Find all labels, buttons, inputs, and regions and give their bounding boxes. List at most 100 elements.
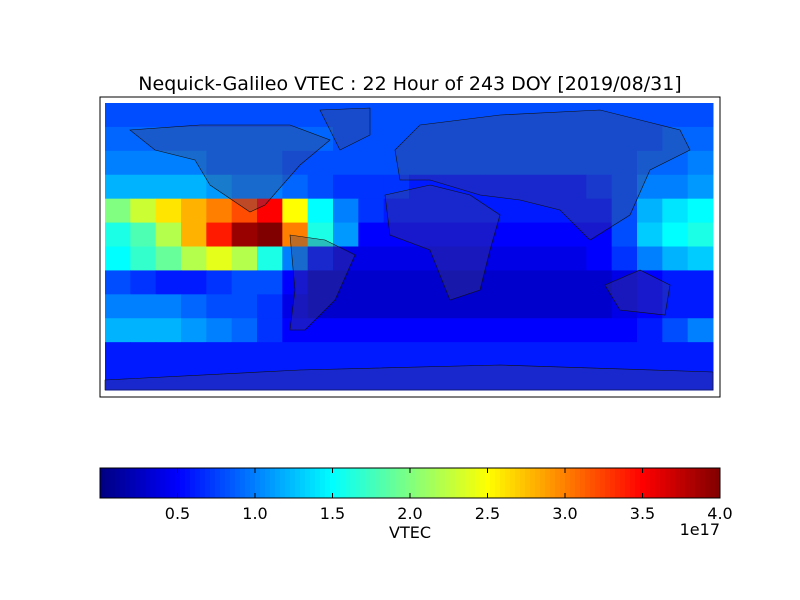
heatmap-cell (459, 246, 486, 271)
colorbar-swatch (425, 468, 431, 498)
colorbar-swatch (300, 468, 306, 498)
heatmap-cell (637, 246, 663, 271)
heatmap-cell (586, 318, 613, 343)
colorbar-swatch (540, 468, 546, 498)
heatmap-cell (510, 174, 537, 200)
heatmap-cell (611, 294, 638, 319)
heatmap-cell (434, 246, 461, 271)
colorbar-swatch (490, 468, 496, 498)
heatmap-cell (181, 270, 207, 295)
colorbar-swatch (590, 468, 596, 498)
heatmap-cell (434, 294, 461, 319)
heatmap-cell (206, 126, 233, 152)
heatmap-cell (535, 342, 562, 367)
heatmap-cell (611, 366, 638, 391)
heatmap-cell (485, 198, 511, 224)
heatmap-cell (459, 318, 486, 343)
colorbar-swatch (635, 468, 641, 498)
colorbar-swatch (210, 468, 216, 498)
heatmap-cell (206, 174, 233, 200)
heatmap-cell (510, 270, 537, 295)
colorbar-swatch (365, 468, 371, 498)
colorbar-swatch (405, 468, 411, 498)
colorbar-swatch (375, 468, 381, 498)
colorbar (100, 468, 721, 498)
colorbar-swatch (395, 468, 401, 498)
heatmap-cell (181, 294, 207, 319)
heatmap-cell (231, 126, 258, 152)
heatmap-cell (687, 150, 714, 176)
heatmap-cell (206, 222, 233, 247)
colorbar-swatch (385, 468, 391, 498)
colorbar-swatch (105, 468, 111, 498)
heatmap-cell (611, 150, 638, 176)
heatmap-cell (105, 174, 131, 200)
colorbar-swatch (700, 468, 706, 498)
colorbar-tick-label: 0.5 (165, 504, 190, 523)
colorbar-swatch (675, 468, 681, 498)
colorbar-swatch (450, 468, 456, 498)
heatmap-cell (155, 342, 182, 367)
chart-title: Nequick-Galileo VTEC : 22 Hour of 243 DO… (138, 73, 681, 95)
colorbar-swatch (305, 468, 311, 498)
heatmap-cell (637, 174, 663, 200)
colorbar-swatch (560, 468, 566, 498)
heatmap-cell (307, 103, 334, 128)
heatmap-cell (459, 150, 486, 176)
heatmap-cell (637, 294, 663, 319)
heatmap-cell (535, 174, 562, 200)
heatmap-cell (662, 246, 689, 271)
heatmap-cell (257, 294, 283, 319)
colorbar-swatch (435, 468, 441, 498)
heatmap-cell (130, 246, 157, 271)
colorbar-tick-label: 3.5 (630, 504, 655, 523)
colorbar-swatch (290, 468, 296, 498)
heatmap-cell (459, 103, 486, 128)
heatmap-cell (459, 270, 486, 295)
colorbar-swatch (430, 468, 436, 498)
heatmap-cell (155, 198, 182, 224)
colorbar-swatch (530, 468, 536, 498)
heatmap-cell (434, 103, 461, 128)
heatmap-cell (459, 126, 486, 152)
heatmap-cell (586, 150, 613, 176)
heatmap-cell (510, 126, 537, 152)
colorbar-swatch (455, 468, 461, 498)
heatmap-cell (611, 103, 638, 128)
heatmap-cell (434, 126, 461, 152)
colorbar-tick-label: 1.0 (242, 504, 267, 523)
colorbar-swatch (275, 468, 281, 498)
heatmap-cell (105, 342, 131, 367)
colorbar-swatch (135, 468, 141, 498)
heatmap-cell (257, 150, 283, 176)
heatmap-cell (105, 366, 131, 391)
heatmap-cell (485, 318, 511, 343)
heatmap-cell (383, 270, 410, 295)
colorbar-swatch (160, 468, 166, 498)
colorbar-swatch (200, 468, 206, 498)
colorbar-swatch (690, 468, 696, 498)
heatmap-cell (485, 174, 511, 200)
colorbar-swatch (475, 468, 481, 498)
colorbar-swatch (660, 468, 666, 498)
colorbar-swatch (630, 468, 636, 498)
heatmap-cell (535, 150, 562, 176)
heatmap-cell (637, 103, 663, 128)
heatmap-cell (358, 366, 385, 391)
colorbar-swatch (100, 468, 106, 498)
colorbar-swatch (565, 468, 571, 498)
heatmap-cell (257, 222, 283, 247)
heatmap-cell (434, 270, 461, 295)
land (604, 269, 671, 316)
heatmap-cell (409, 294, 435, 319)
colorbar-swatch (330, 468, 336, 498)
heatmap-cell (687, 318, 714, 343)
heatmap-cell (561, 270, 587, 295)
heatmap-cell (535, 318, 562, 343)
land (104, 364, 714, 391)
colorbar-swatch (155, 468, 161, 498)
colorbar-swatch (495, 468, 501, 498)
heatmap-cell (662, 174, 689, 200)
heatmap-cell (307, 246, 334, 271)
